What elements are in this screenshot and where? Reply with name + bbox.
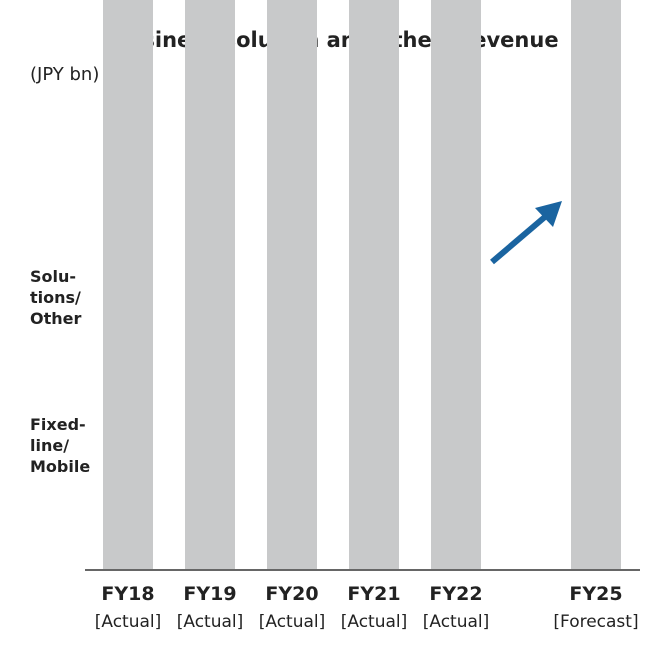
bar-segment [571,0,621,570]
x-tick-label: FY20 [265,583,318,605]
legend-label-line: tions/ [30,288,81,307]
growth-arrow [490,213,548,265]
legend-label-line: Other [30,309,81,328]
bar-segment [103,0,153,570]
x-tick-note: [Actual] [423,612,490,632]
legend-label-line: Mobile [30,457,90,476]
legend-label: Fixed-line/Mobile [30,415,90,476]
x-tick-note: [Forecast] [553,612,638,632]
x-tick-label: FY21 [347,583,400,605]
bar-segment [431,0,481,570]
bar-segment [349,0,399,570]
x-tick-note: [Actual] [341,612,408,632]
x-tick-note: [Actual] [95,612,162,632]
bar-segment [185,0,235,570]
x-tick-note: [Actual] [177,612,244,632]
x-tick-label: FY25 [569,583,622,605]
x-tick-label: FY18 [101,583,154,605]
legend-label-line: line/ [30,436,69,455]
growth-arrow-head [535,201,562,227]
chart-title: Business solution and others revenue [111,28,558,52]
bar-segment [267,0,317,570]
legend-label-line: Solu- [30,267,76,286]
x-tick-label: FY22 [429,583,482,605]
x-tick-note: [Actual] [259,612,326,632]
x-tick-label: FY19 [183,583,236,605]
chart-subtitle: (JPY bn) [30,64,99,85]
legend-label: Solu-tions/Other [30,267,81,328]
legend-label-line: Fixed- [30,415,86,434]
